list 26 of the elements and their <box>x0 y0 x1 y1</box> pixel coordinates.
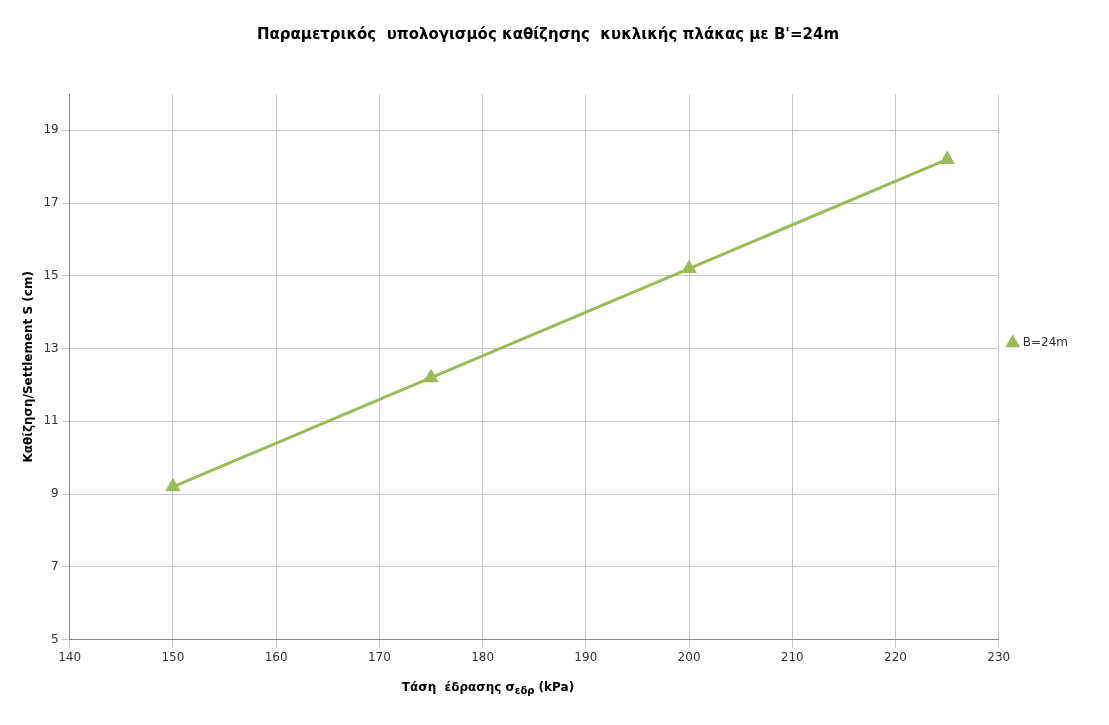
x-tick-label: 160 <box>264 649 288 664</box>
y-tick-label: 19 <box>43 122 59 137</box>
y-tick-label: 17 <box>43 195 59 210</box>
x-tick-label: 140 <box>58 649 82 664</box>
x-tick-label: 170 <box>367 649 391 664</box>
y-tick-label: 11 <box>43 413 59 428</box>
x-tick-label: 220 <box>884 649 907 664</box>
chart-title: Παραμετρικός υπολογισμός καθίζησης κυκλικής πλάκας με B'=24m <box>256 24 840 43</box>
x-tick-label: 200 <box>677 649 701 664</box>
x-tick-label: 210 <box>780 649 804 664</box>
y-tick-label: 13 <box>43 340 59 355</box>
x-axis-title: Τάση έδρασης σ$_{εδρ}$ (kPa) <box>400 679 576 696</box>
legend-label: B=24m <box>1022 335 1068 350</box>
y-tick-label: 15 <box>43 267 59 282</box>
y-tick-label: 5 <box>51 631 59 646</box>
point <box>424 370 438 383</box>
point <box>166 479 180 492</box>
point <box>940 151 954 164</box>
x-tick-label: 180 <box>471 649 495 664</box>
y-tick-label: 9 <box>51 486 59 501</box>
x-tick-label: 230 <box>987 649 1011 664</box>
point <box>682 261 696 274</box>
y-tick-label: 7 <box>51 558 59 573</box>
x-tick-label: 150 <box>161 649 185 664</box>
x-tick-label: 190 <box>574 649 598 664</box>
y-axis-title: Καθίζηση/Settlement S (cm) <box>21 271 36 463</box>
